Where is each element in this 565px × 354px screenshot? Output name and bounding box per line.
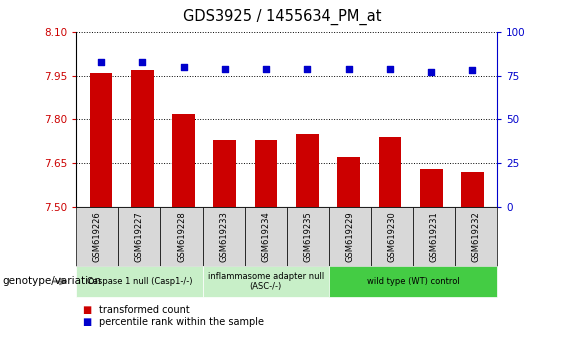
Point bbox=[303, 66, 312, 72]
Text: percentile rank within the sample: percentile rank within the sample bbox=[99, 317, 264, 327]
Bar bbox=[214, 140, 236, 207]
Bar bbox=[379, 137, 401, 207]
Text: GSM619227: GSM619227 bbox=[135, 211, 144, 262]
Bar bbox=[296, 134, 319, 207]
Text: Caspase 1 null (Casp1-/-): Caspase 1 null (Casp1-/-) bbox=[86, 277, 192, 286]
Point bbox=[179, 64, 188, 70]
Text: GSM619233: GSM619233 bbox=[219, 211, 228, 262]
Bar bbox=[420, 169, 442, 207]
Point bbox=[138, 59, 147, 64]
Bar bbox=[90, 73, 112, 207]
Text: GSM619235: GSM619235 bbox=[303, 211, 312, 262]
Bar bbox=[255, 140, 277, 207]
Text: GSM619231: GSM619231 bbox=[429, 211, 438, 262]
Text: GSM619230: GSM619230 bbox=[388, 211, 397, 262]
Bar bbox=[131, 70, 154, 207]
Point bbox=[427, 69, 436, 75]
Text: inflammasome adapter null
(ASC-/-): inflammasome adapter null (ASC-/-) bbox=[207, 272, 324, 291]
Point bbox=[220, 66, 229, 72]
Point bbox=[344, 66, 353, 72]
Text: ■: ■ bbox=[82, 305, 91, 315]
Bar bbox=[337, 158, 360, 207]
Point bbox=[468, 68, 477, 73]
Text: ■: ■ bbox=[82, 317, 91, 327]
Text: GSM619228: GSM619228 bbox=[177, 211, 186, 262]
Point bbox=[385, 66, 394, 72]
Text: GSM619232: GSM619232 bbox=[472, 211, 481, 262]
Point bbox=[97, 59, 106, 64]
Text: GSM619229: GSM619229 bbox=[345, 211, 354, 262]
Point bbox=[262, 66, 271, 72]
Text: wild type (WT) control: wild type (WT) control bbox=[367, 277, 459, 286]
Text: transformed count: transformed count bbox=[99, 305, 190, 315]
Text: GDS3925 / 1455634_PM_at: GDS3925 / 1455634_PM_at bbox=[183, 9, 382, 25]
Bar bbox=[172, 114, 195, 207]
Text: genotype/variation: genotype/variation bbox=[3, 276, 102, 286]
Text: GSM619234: GSM619234 bbox=[261, 211, 270, 262]
Bar bbox=[461, 172, 484, 207]
Text: GSM619226: GSM619226 bbox=[93, 211, 102, 262]
